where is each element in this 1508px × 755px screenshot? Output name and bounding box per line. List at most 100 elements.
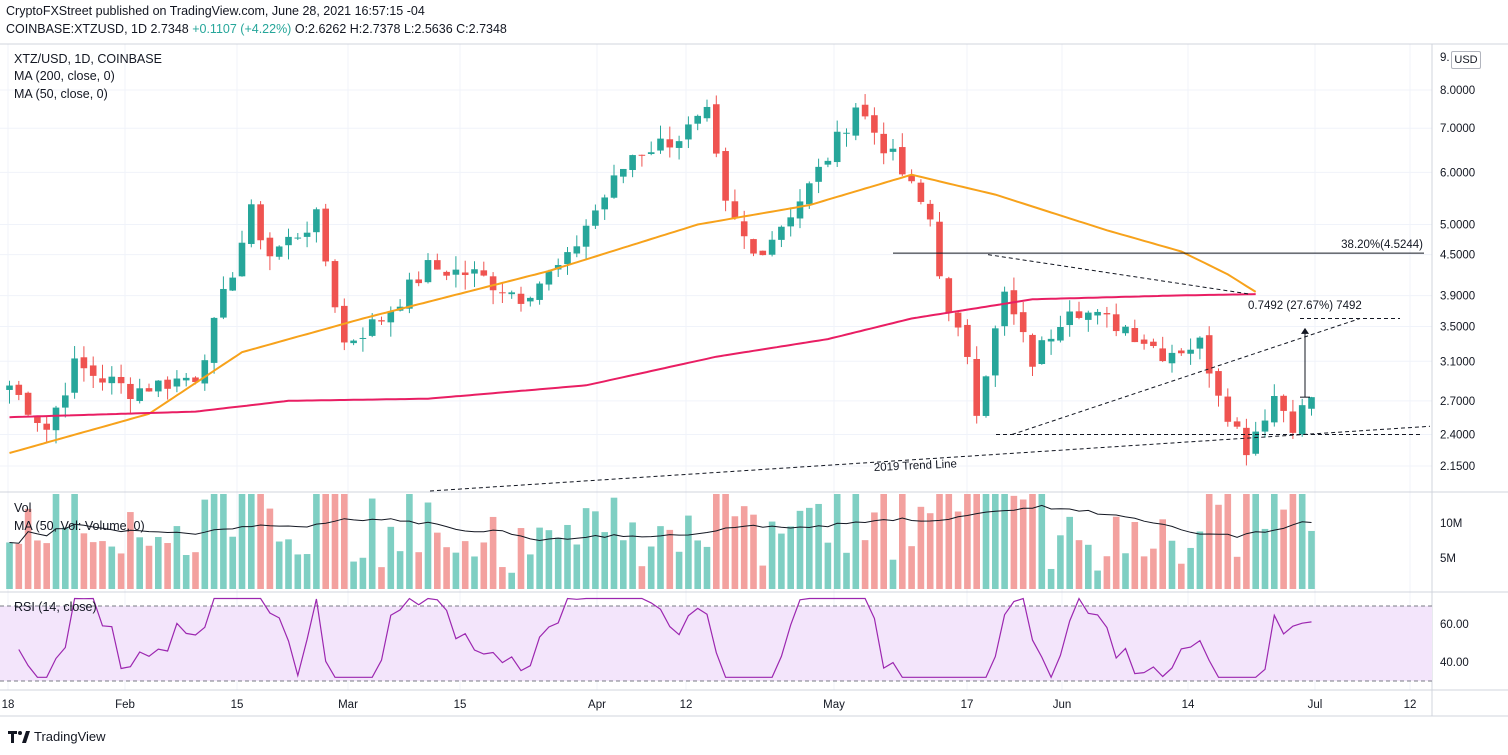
- candle-body: [471, 269, 478, 274]
- candle-body: [294, 237, 302, 239]
- ma50-line: [9, 173, 1257, 454]
- volume-bar: [982, 494, 990, 589]
- volume-bar: [685, 515, 692, 589]
- candle-body: [796, 201, 804, 219]
- candle-body: [257, 204, 264, 241]
- volume-bar: [164, 543, 171, 589]
- legend-ma50[interactable]: MA (50, close, 0): [14, 87, 108, 101]
- candle-body: [1066, 311, 1073, 326]
- volume-bar: [1178, 563, 1185, 589]
- annotations: 38.20%(4.5244) 2019 Trend Line 0.7492 (27.…: [429, 239, 1431, 492]
- candle-body: [368, 319, 376, 336]
- candle-body: [536, 283, 543, 300]
- candle-body: [89, 365, 97, 376]
- volume-bar: [331, 494, 339, 589]
- publisher-line: CryptoFXStreet published on TradingView.…: [6, 4, 425, 18]
- candle-body: [833, 131, 841, 163]
- volume-bar: [182, 555, 190, 589]
- volume-bar: [378, 567, 385, 589]
- time-tick-label: 17: [961, 699, 974, 711]
- volume-bar: [52, 494, 60, 589]
- candle-body: [434, 260, 441, 270]
- candle-body: [1159, 348, 1166, 362]
- tradingview-logo-icon: [8, 730, 30, 743]
- volume-bar: [554, 537, 562, 589]
- legend-pair[interactable]: XTZ/USD, 1D, COINBASE: [14, 52, 162, 66]
- candle-body: [517, 293, 525, 304]
- volume-bar: [117, 553, 125, 589]
- volume-bar: [1103, 556, 1111, 589]
- candle-body: [461, 272, 469, 276]
- volume-bar: [1140, 556, 1148, 589]
- volume-bar: [945, 494, 953, 589]
- candle-body: [499, 292, 506, 294]
- candle-body: [945, 278, 953, 313]
- candle-body: [127, 383, 134, 400]
- trend-line: [429, 425, 1431, 492]
- volume-bar: [1205, 494, 1213, 589]
- candle-body: [508, 292, 515, 295]
- legend-vol-ma[interactable]: MA (50, Vol: Volume, 0): [14, 519, 145, 533]
- legend-ma200[interactable]: MA (200, close, 0): [14, 69, 115, 83]
- candle-body: [80, 357, 88, 369]
- legend-vol[interactable]: Vol: [14, 501, 32, 515]
- candle-body: [1196, 337, 1204, 349]
- candle-body: [675, 141, 683, 148]
- rsi-tick-label: 40.00: [1440, 657, 1469, 669]
- volume-bar: [992, 494, 999, 589]
- candle-body: [722, 151, 729, 201]
- volume-bar: [6, 542, 13, 589]
- candle-body: [452, 269, 460, 275]
- volume-bars: [6, 494, 1315, 589]
- volume-bar: [536, 527, 543, 589]
- price-tick-label: 8.0000: [1440, 85, 1475, 97]
- volume-bar: [15, 543, 23, 589]
- volume-bar: [471, 556, 478, 589]
- currency-button[interactable]: USD: [1451, 51, 1481, 69]
- volume-bar: [1187, 547, 1194, 589]
- legend-rsi[interactable]: RSI (14, close): [14, 600, 97, 614]
- candle-body: [229, 277, 236, 291]
- time-tick-label: 15: [231, 699, 244, 711]
- volume-bar: [889, 559, 897, 589]
- candle-body: [629, 155, 636, 171]
- volume-bar: [740, 506, 748, 589]
- trend-line-label: 2019 Trend Line: [874, 458, 958, 474]
- price-tick-label: 3.9000: [1440, 291, 1475, 303]
- volume-bar: [638, 566, 646, 589]
- volume-bar: [926, 513, 934, 589]
- candle-body: [1140, 339, 1148, 344]
- candle-body: [136, 388, 143, 402]
- footer-brand[interactable]: TradingView: [8, 729, 106, 744]
- candle-body: [266, 237, 274, 257]
- rsi-tick-label: 60.00: [1440, 619, 1469, 631]
- volume-bar: [1224, 494, 1232, 589]
- volume-bar: [1038, 494, 1046, 589]
- candle-body: [908, 174, 915, 182]
- candle-body: [601, 197, 608, 210]
- volume-bar: [750, 514, 757, 589]
- candle-body: [1122, 326, 1129, 334]
- volume-bar: [80, 533, 88, 589]
- volume-bar: [285, 539, 292, 589]
- volume-bar: [564, 524, 571, 589]
- volume-bar: [713, 494, 720, 589]
- candle-body: [861, 104, 869, 117]
- candle-body: [322, 208, 329, 262]
- candle-body: [1075, 311, 1083, 318]
- volume-bar: [620, 540, 627, 589]
- rsi-line: [18, 597, 1312, 679]
- volume-bar: [1308, 530, 1315, 589]
- time-tick-label: Apr: [588, 699, 606, 711]
- candle-body: [173, 378, 181, 387]
- volume-bar: [1085, 544, 1092, 589]
- volume-bar: [582, 508, 590, 589]
- change: +0.1107 (+4.22%): [192, 22, 292, 36]
- candle-body: [1019, 312, 1027, 333]
- candle-body: [285, 236, 292, 246]
- volume-bar: [675, 551, 683, 589]
- volume-bar: [452, 552, 460, 589]
- volume-bar: [778, 533, 785, 589]
- symbol-ohlc-line: COINBASE:XTZUSD, 1D 2.7348 +0.1107 (+4.2…: [6, 22, 507, 36]
